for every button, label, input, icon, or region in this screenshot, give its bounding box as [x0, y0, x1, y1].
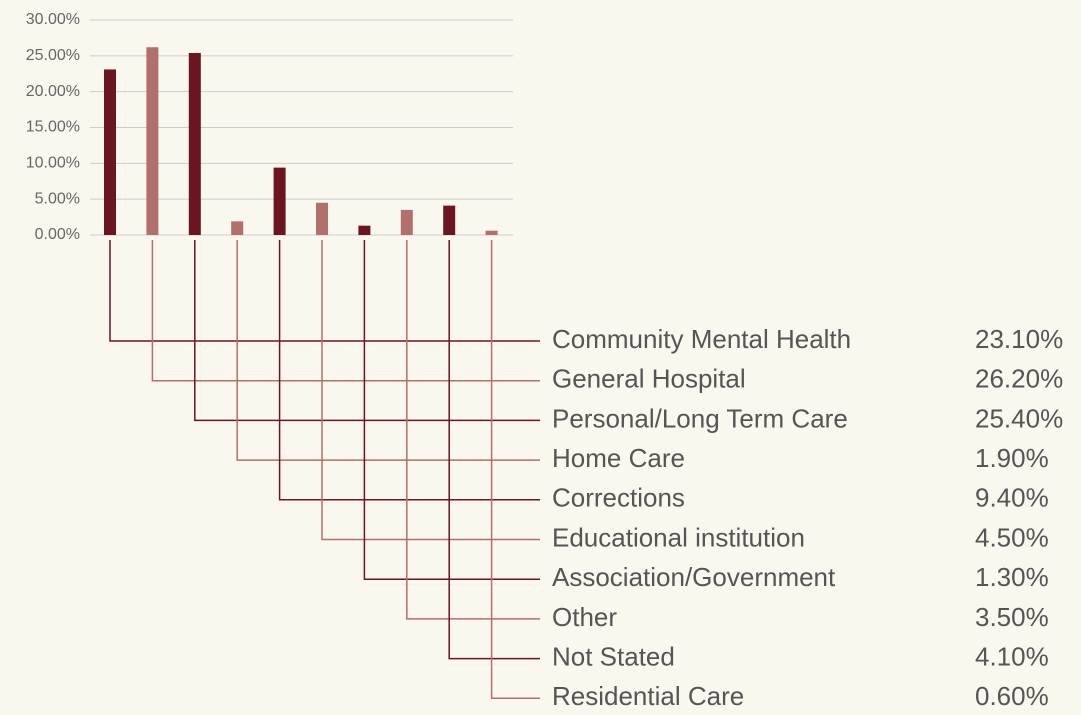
- category-label: Home Care: [552, 443, 685, 473]
- category-label: Residential Care: [552, 681, 744, 711]
- leader-line: [363, 240, 540, 580]
- bar: [400, 209, 413, 235]
- value-label: 26.20%: [975, 364, 1063, 394]
- leader-line: [321, 240, 540, 541]
- category-label: Community Mental Health: [552, 324, 851, 354]
- value-label: 25.40%: [975, 403, 1063, 433]
- bar: [358, 225, 371, 235]
- bar: [485, 230, 498, 235]
- bar: [443, 205, 456, 235]
- leader-line: [236, 240, 540, 461]
- value-label: 23.10%: [975, 324, 1063, 354]
- leader-line: [490, 240, 540, 700]
- bar: [231, 221, 244, 235]
- category-label: Educational institution: [552, 522, 805, 552]
- bar: [273, 167, 286, 235]
- y-tick-label: 30.00%: [26, 11, 80, 28]
- bar: [146, 47, 159, 235]
- bar: [188, 52, 201, 235]
- y-tick-label: 25.00%: [26, 47, 80, 64]
- category-label: Other: [552, 602, 617, 632]
- value-label: 4.10%: [975, 641, 1049, 671]
- category-label: Corrections: [552, 483, 685, 513]
- category-label: Not Stated: [552, 641, 675, 671]
- value-label: 0.60%: [975, 681, 1049, 711]
- y-tick-label: 5.00%: [35, 190, 80, 207]
- category-label: General Hospital: [552, 364, 746, 394]
- category-label: Personal/Long Term Care: [552, 403, 848, 433]
- bar: [104, 69, 116, 235]
- y-tick-label: 10.00%: [26, 155, 80, 172]
- y-tick-label: 15.00%: [26, 119, 80, 136]
- leader-line: [109, 240, 540, 342]
- leader-line: [194, 240, 540, 422]
- bar: [316, 202, 328, 235]
- value-label: 3.50%: [975, 602, 1049, 632]
- y-tick-label: 0.00%: [35, 226, 80, 243]
- value-label: 9.40%: [975, 483, 1049, 513]
- value-label: 1.90%: [975, 443, 1049, 473]
- leader-line: [151, 240, 540, 382]
- leader-line: [406, 240, 540, 620]
- leader-line: [448, 240, 540, 660]
- y-tick-label: 20.00%: [26, 83, 80, 100]
- value-label: 1.30%: [975, 562, 1049, 592]
- value-label: 4.50%: [975, 522, 1049, 552]
- category-label: Association/Government: [552, 562, 836, 592]
- leader-line: [278, 240, 540, 501]
